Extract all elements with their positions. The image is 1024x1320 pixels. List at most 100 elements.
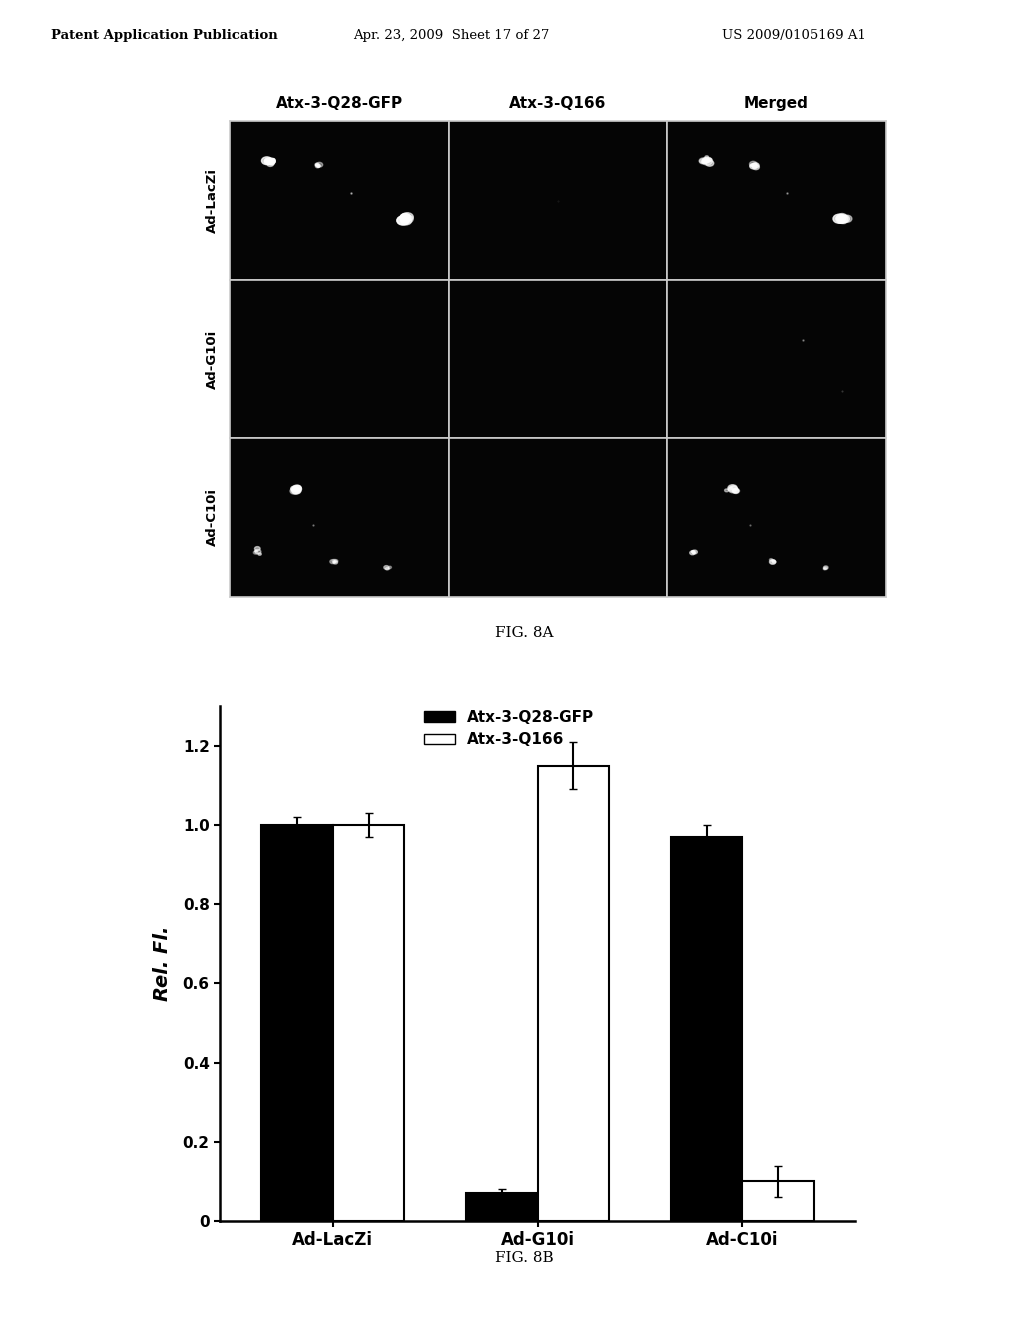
Circle shape bbox=[293, 484, 301, 491]
Circle shape bbox=[295, 486, 301, 490]
Circle shape bbox=[268, 161, 271, 164]
Circle shape bbox=[291, 486, 298, 491]
Circle shape bbox=[691, 550, 694, 552]
Circle shape bbox=[315, 164, 317, 166]
Circle shape bbox=[400, 218, 408, 223]
Circle shape bbox=[732, 488, 739, 494]
Circle shape bbox=[292, 486, 301, 492]
Circle shape bbox=[838, 218, 843, 222]
Text: Apr. 23, 2009  Sheet 17 of 27: Apr. 23, 2009 Sheet 17 of 27 bbox=[353, 29, 550, 42]
Circle shape bbox=[397, 216, 410, 226]
Circle shape bbox=[401, 215, 414, 223]
Text: Ad-C10i: Ad-C10i bbox=[206, 488, 218, 546]
Circle shape bbox=[823, 568, 827, 570]
Y-axis label: Rel. Fl.: Rel. Fl. bbox=[153, 925, 172, 1002]
Circle shape bbox=[265, 158, 270, 162]
Circle shape bbox=[841, 219, 847, 223]
Circle shape bbox=[385, 568, 389, 570]
Circle shape bbox=[706, 160, 714, 166]
Bar bbox=[333, 825, 404, 1221]
Circle shape bbox=[267, 161, 273, 166]
Circle shape bbox=[836, 215, 848, 223]
Circle shape bbox=[388, 566, 391, 569]
Bar bbox=[466, 1193, 538, 1221]
Circle shape bbox=[255, 550, 257, 552]
Circle shape bbox=[833, 214, 846, 223]
Bar bbox=[261, 825, 333, 1221]
Circle shape bbox=[841, 219, 845, 223]
Circle shape bbox=[769, 558, 773, 561]
Circle shape bbox=[397, 216, 409, 224]
Text: Ad-G10i: Ad-G10i bbox=[206, 330, 218, 388]
Circle shape bbox=[728, 484, 737, 491]
Circle shape bbox=[707, 158, 712, 161]
Circle shape bbox=[753, 165, 760, 170]
Circle shape bbox=[255, 549, 261, 554]
Text: Merged: Merged bbox=[744, 96, 809, 111]
Bar bbox=[742, 1181, 814, 1221]
Circle shape bbox=[838, 214, 847, 220]
Circle shape bbox=[693, 552, 695, 553]
Circle shape bbox=[753, 164, 757, 166]
Circle shape bbox=[315, 164, 319, 166]
Circle shape bbox=[836, 215, 843, 220]
Circle shape bbox=[399, 214, 411, 222]
Text: Ad-LacZi: Ad-LacZi bbox=[206, 168, 218, 234]
Circle shape bbox=[691, 550, 695, 553]
Text: Atx-3-Q166: Atx-3-Q166 bbox=[509, 96, 607, 111]
Legend: Atx-3-Q28-GFP, Atx-3-Q166: Atx-3-Q28-GFP, Atx-3-Q166 bbox=[418, 704, 600, 754]
Text: FIG. 8A: FIG. 8A bbox=[495, 626, 554, 640]
Circle shape bbox=[706, 160, 709, 162]
Circle shape bbox=[258, 553, 261, 556]
Circle shape bbox=[264, 158, 272, 165]
Circle shape bbox=[728, 486, 737, 492]
Text: Atx-3-Q28-GFP: Atx-3-Q28-GFP bbox=[276, 96, 403, 111]
Circle shape bbox=[333, 561, 338, 564]
Circle shape bbox=[400, 214, 410, 220]
Circle shape bbox=[823, 566, 828, 569]
Circle shape bbox=[770, 560, 776, 564]
Circle shape bbox=[267, 160, 271, 162]
Bar bbox=[671, 837, 742, 1221]
Circle shape bbox=[733, 488, 739, 492]
Circle shape bbox=[400, 216, 412, 224]
Circle shape bbox=[266, 158, 275, 165]
Circle shape bbox=[315, 165, 319, 168]
Circle shape bbox=[401, 213, 414, 222]
Circle shape bbox=[750, 161, 757, 166]
Text: Patent Application Publication: Patent Application Publication bbox=[51, 29, 278, 42]
Text: FIG. 8B: FIG. 8B bbox=[495, 1251, 554, 1266]
Circle shape bbox=[261, 157, 272, 165]
Circle shape bbox=[266, 158, 271, 162]
Circle shape bbox=[292, 487, 301, 494]
Circle shape bbox=[839, 219, 845, 223]
Circle shape bbox=[334, 560, 338, 562]
Circle shape bbox=[316, 165, 319, 168]
Circle shape bbox=[330, 560, 336, 564]
Circle shape bbox=[316, 162, 323, 168]
Circle shape bbox=[731, 486, 736, 490]
Circle shape bbox=[725, 488, 729, 492]
Circle shape bbox=[701, 160, 706, 164]
Circle shape bbox=[729, 487, 732, 490]
Circle shape bbox=[332, 560, 337, 562]
Circle shape bbox=[255, 546, 260, 550]
Circle shape bbox=[690, 550, 695, 554]
Circle shape bbox=[772, 561, 775, 564]
Circle shape bbox=[270, 160, 275, 164]
Circle shape bbox=[750, 164, 757, 169]
Circle shape bbox=[752, 162, 759, 168]
Bar bbox=[538, 766, 609, 1221]
Circle shape bbox=[384, 565, 389, 569]
Circle shape bbox=[253, 550, 258, 554]
Circle shape bbox=[702, 158, 710, 164]
Circle shape bbox=[400, 216, 409, 222]
Circle shape bbox=[699, 158, 708, 164]
Circle shape bbox=[333, 561, 335, 562]
Circle shape bbox=[699, 160, 706, 164]
Circle shape bbox=[824, 568, 827, 569]
Circle shape bbox=[294, 487, 297, 488]
Circle shape bbox=[292, 487, 300, 494]
Circle shape bbox=[290, 488, 299, 494]
Circle shape bbox=[705, 158, 709, 162]
